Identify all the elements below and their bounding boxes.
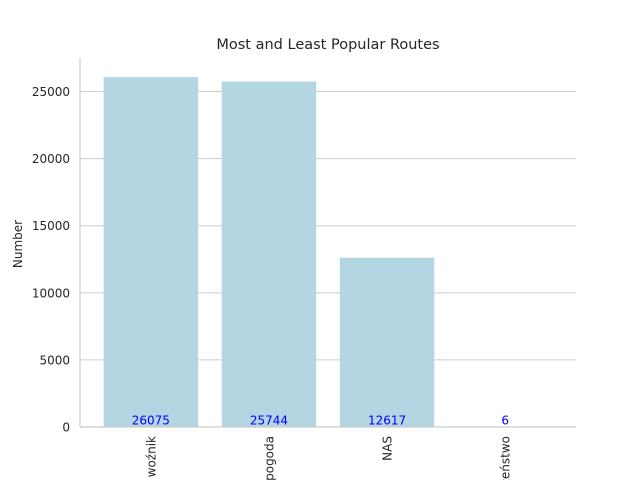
bar xyxy=(221,81,317,428)
bar-data-label: 12617 xyxy=(368,414,406,428)
chart-title: Most and Least Popular Routes xyxy=(216,37,439,53)
tick-labels: 0 5000 10000 15000 20000 25000 woźnik pogoda NAS… xyxy=(32,85,513,480)
x-tick-label: NAS xyxy=(381,436,395,461)
y-tick-label: 5000 xyxy=(39,353,70,367)
y-tick-label: 25000 xyxy=(32,85,70,99)
bar-data-label: 25744 xyxy=(250,414,288,428)
y-tick-label: 20000 xyxy=(32,152,70,166)
y-tick-label: 10000 xyxy=(32,286,70,300)
y-tick-label: 0 xyxy=(62,421,70,435)
x-tick-label: zeństwo xyxy=(499,436,513,480)
bar-data-label: 6 xyxy=(501,414,509,428)
bar xyxy=(339,257,435,427)
data-labels: 26075 25744 12617 6 xyxy=(132,414,509,428)
y-tick-label: 15000 xyxy=(32,219,70,233)
x-tick-label: pogoda xyxy=(262,436,276,480)
y-axis-title: Number xyxy=(11,220,25,268)
bar xyxy=(103,77,199,427)
x-tick-label: woźnik xyxy=(144,436,158,477)
bars xyxy=(103,77,553,428)
bar-data-label: 26075 xyxy=(132,414,170,428)
axes xyxy=(79,58,576,428)
